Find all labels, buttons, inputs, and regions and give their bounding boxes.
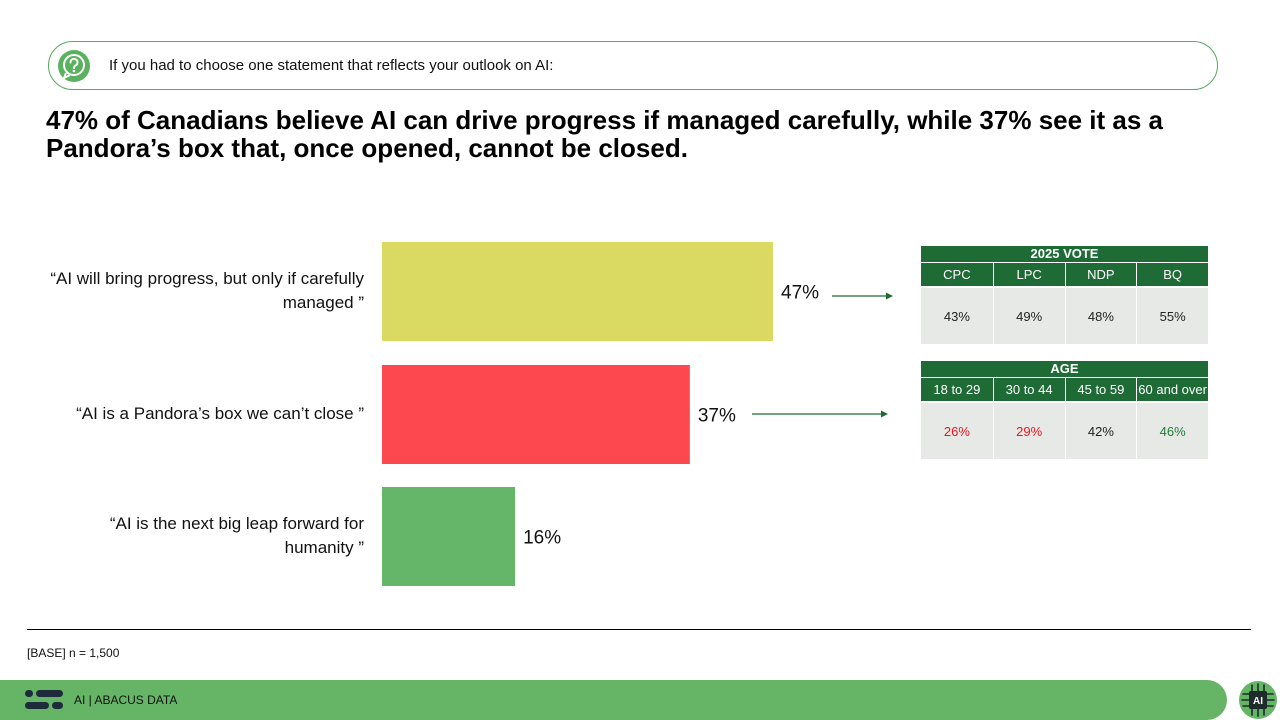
arrow-to-vote-table-head [886,292,893,300]
base-note: [BASE] n = 1,500 [27,646,120,660]
age-value-30-44: 29% [992,401,1065,459]
bar-1 [382,242,774,341]
arrow-to-age-table-head [881,410,888,418]
age-value-60-over: 46% [1136,401,1208,459]
footer-bar: AI | ABACUS DATA [0,680,1227,720]
category-label-3: “AI is the next big leap forward for hum… [109,514,364,557]
vote-header-lpc: LPC [992,262,1065,286]
bar-3 [382,487,516,586]
vote-header-ndp: NDP [1064,262,1137,286]
vote-value-bq: 55% [1136,286,1208,344]
vote-table-title: 2025 VOTE [921,246,1208,262]
headline: 47% of Canadians believe AI can drive pr… [46,105,1164,163]
age-header-30-44: 30 to 44 [992,377,1065,401]
abacus-logo-icon [25,690,63,709]
vote-header-bq: BQ [1136,262,1208,286]
vote-header-cpc: CPC [921,262,993,286]
age-table: AGE 18 to 29 30 to 44 45 to 59 60 and ov… [921,361,1208,459]
age-header-45-59: 45 to 59 [1064,377,1137,401]
question-bubble-icon [58,50,90,82]
category-label-2: “AI is a Pandora’s box we can’t close ” [76,404,364,423]
vote-value-lpc: 49% [992,286,1065,344]
age-header-18-29: 18 to 29 [921,377,993,401]
question-banner: If you had to choose one statement that … [48,41,1218,90]
vote-value-ndp: 48% [1064,286,1137,344]
category-label-1: “AI will bring progress, but only if car… [50,269,364,312]
ai-badge-text: AI [1253,696,1263,707]
vote-value-cpc: 43% [921,286,993,344]
vote-table: 2025 VOTE CPC LPC NDP BQ 43% 49% 48% 55% [921,246,1208,344]
footer-divider [27,629,1251,630]
age-table-title: AGE [921,361,1208,377]
bar-2 [382,365,690,464]
bar-value-label-3: 16% [523,528,561,549]
question-text: If you had to choose one statement that … [109,57,554,74]
age-value-18-29: 26% [921,401,993,459]
bar-value-label-2: 37% [698,406,736,427]
age-value-45-59: 42% [1064,401,1137,459]
age-header-60-over: 60 and over [1136,377,1208,401]
ai-chip-icon: AI [1239,681,1277,719]
bar-value-label-1: 47% [781,283,819,304]
footer-text: AI | ABACUS DATA [74,693,178,707]
